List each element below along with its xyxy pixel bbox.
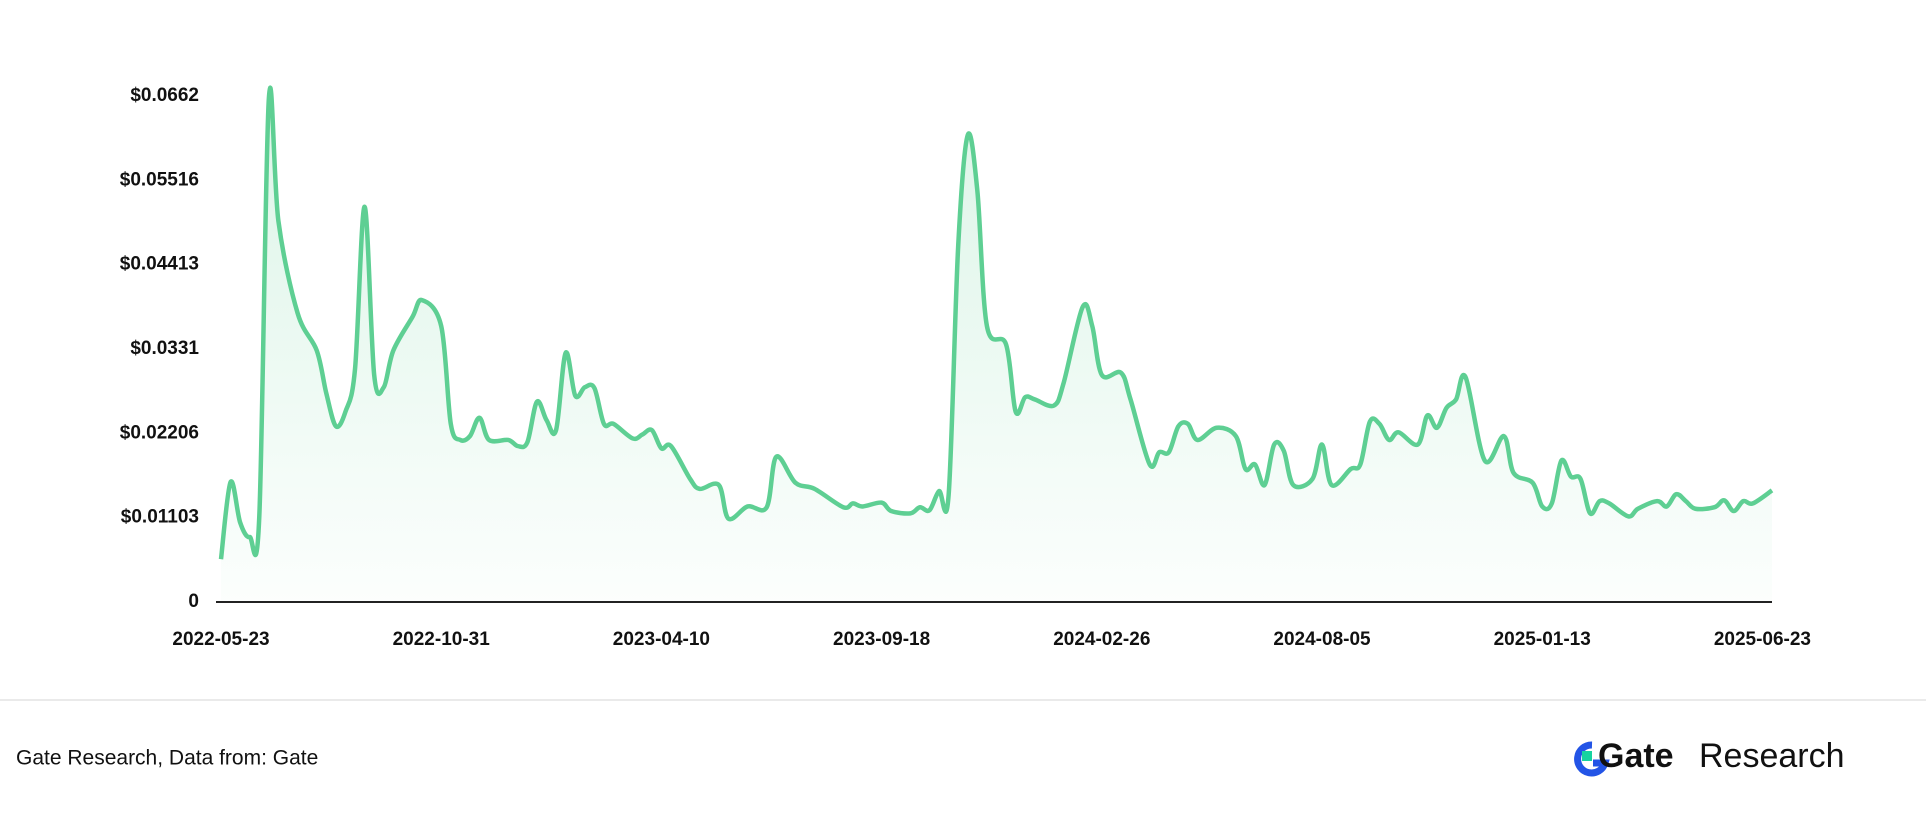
x-tick-label: 2022-10-31: [393, 629, 491, 650]
logo: Gate Research: [1574, 737, 1845, 777]
y-tick-label: $0.0662: [130, 85, 199, 106]
x-tick-label: 2022-05-23: [172, 629, 269, 650]
logo-icon-accent: [1582, 751, 1592, 761]
logo-suffix: Research: [1699, 737, 1845, 775]
area-fill: [221, 87, 1772, 602]
price-line: [218, 85, 1774, 560]
y-tick-label: $0.0331: [130, 338, 199, 359]
logo-icon: [1574, 741, 1610, 777]
x-tick-label: 2025-06-23: [1714, 629, 1811, 650]
y-tick-label: $0.04413: [120, 254, 199, 275]
source-note: Gate Research, Data from: Gate: [16, 747, 318, 770]
x-tick-label: 2024-08-05: [1273, 629, 1371, 650]
x-tick-label: 2024-02-26: [1053, 629, 1150, 650]
y-tick-label: 0: [188, 591, 199, 612]
y-tick-label: $0.02206: [120, 422, 199, 443]
x-tick-label: 2023-09-18: [833, 629, 930, 650]
y-tick-label: $0.05516: [120, 169, 199, 190]
x-tick-label: 2025-01-13: [1494, 629, 1591, 650]
x-tick-label: 2023-04-10: [613, 629, 710, 650]
y-tick-label: $0.01103: [121, 507, 199, 528]
logo-name: Gate: [1598, 737, 1674, 775]
